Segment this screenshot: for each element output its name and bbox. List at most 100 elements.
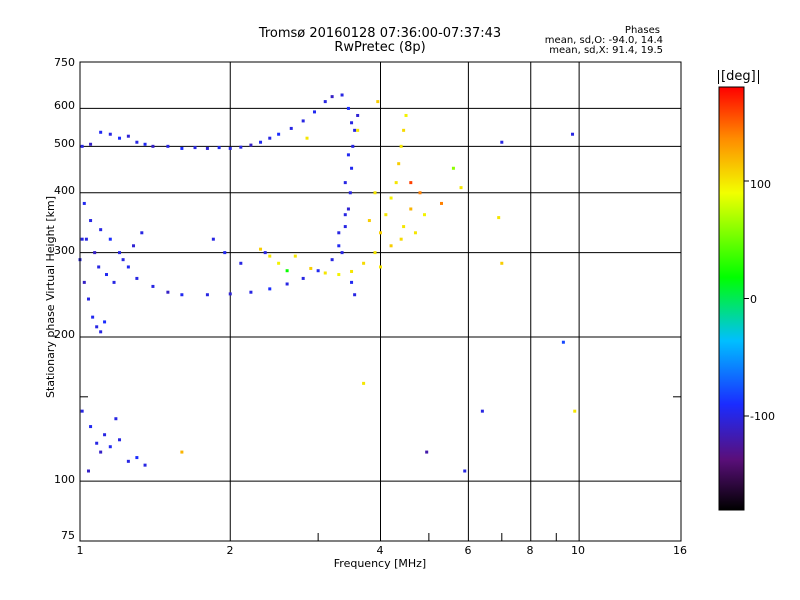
o-mode-echo-point	[80, 144, 84, 148]
o-mode-echo-point	[285, 282, 289, 286]
o-mode-echo-point	[103, 320, 107, 324]
x-tick-label: 6	[464, 544, 472, 557]
x-mode-echo-point	[451, 166, 455, 170]
chart-title: Tromsø 20160128 07:36:00-07:37:43	[258, 26, 502, 41]
o-mode-echo-point	[239, 145, 243, 149]
x-mode-echo-point	[497, 216, 501, 220]
o-mode-echo-point	[571, 132, 575, 136]
o-mode-echo-point	[82, 280, 86, 284]
o-mode-echo-point	[346, 207, 350, 211]
o-mode-echo-point	[118, 251, 122, 255]
o-mode-echo-point	[118, 438, 122, 442]
x-mode-echo-point	[268, 254, 272, 258]
x-mode-echo-point	[573, 409, 577, 413]
colorbar-unit: [deg]	[718, 70, 759, 84]
o-mode-echo-point	[151, 284, 155, 288]
o-mode-echo-point	[350, 121, 354, 125]
o-mode-echo-point	[108, 237, 112, 241]
o-mode-echo-point	[249, 290, 253, 294]
o-mode-echo-point	[180, 146, 184, 150]
o-mode-echo-point	[95, 441, 99, 445]
y-tick-label: 100	[54, 473, 75, 486]
x-mode-echo-point	[180, 450, 184, 454]
x-axis-label: Frequency [MHz]	[333, 557, 427, 570]
o-mode-echo-point	[166, 144, 170, 148]
colorbar-tick-label: 100	[750, 178, 771, 191]
y-tick-label: 750	[54, 56, 75, 69]
x-mode-echo-point	[397, 162, 401, 166]
x-mode-echo-point	[362, 261, 366, 265]
x-mode-echo-point	[409, 181, 413, 185]
plot-frame	[79, 61, 682, 542]
o-mode-echo-point	[277, 132, 281, 136]
x-mode-echo-point	[394, 181, 398, 185]
o-mode-echo-point	[126, 134, 130, 138]
x-mode-echo-point	[356, 128, 360, 132]
x-mode-echo-point	[379, 265, 382, 269]
x-mode-echo-point	[277, 261, 281, 265]
o-mode-echo-point	[97, 265, 101, 269]
o-mode-echo-point	[99, 228, 103, 232]
o-mode-echo-point	[346, 153, 350, 157]
o-mode-echo-point	[126, 265, 130, 269]
o-mode-echo-point	[104, 273, 108, 277]
o-mode-echo-point	[118, 136, 122, 140]
o-mode-echo-point	[337, 244, 341, 248]
o-mode-echo-point	[166, 290, 170, 294]
o-mode-echo-point	[112, 280, 116, 284]
x-mode-echo-point	[422, 213, 426, 217]
stats-x-mode: mean, sd,X: 91.4, 19.5	[549, 45, 663, 56]
x-tick-label: 8	[526, 544, 534, 557]
y-axis-label: Stationary phase Virtual Height [km]	[44, 195, 57, 398]
o-mode-echo-point	[343, 213, 347, 217]
o-mode-echo-point	[346, 106, 350, 110]
o-mode-echo-point	[108, 445, 112, 449]
x-mode-echo-point	[379, 231, 382, 235]
x-mode-echo-point	[389, 196, 393, 200]
o-mode-echo-point	[500, 140, 504, 144]
x-mode-echo-point	[402, 225, 406, 229]
o-mode-echo-point	[99, 130, 103, 134]
o-mode-echo-point	[108, 132, 112, 136]
o-mode-echo-point	[80, 237, 84, 241]
x-mode-echo-point	[440, 201, 444, 205]
x-mode-echo-point	[337, 273, 341, 277]
o-mode-echo-point	[135, 140, 139, 144]
x-mode-echo-point	[459, 186, 463, 190]
o-mode-echo-point	[263, 251, 267, 255]
o-mode-echo-point	[87, 469, 91, 473]
y-tick-label: 600	[54, 99, 75, 112]
x-tick-label: 1	[76, 544, 84, 557]
x-mode-echo-point	[350, 269, 354, 273]
o-mode-echo-point	[217, 146, 221, 150]
x-tick-label: 16	[673, 544, 687, 557]
stats-o-mode: mean, sd,O: -94.0, 14.4	[544, 35, 663, 46]
o-mode-echo-point	[84, 237, 88, 241]
o-mode-echo-point	[121, 258, 125, 262]
o-mode-echo-point	[103, 433, 107, 437]
o-mode-echo-point	[114, 417, 118, 421]
colorbar-tick-label: 0	[750, 293, 757, 306]
x-mode-echo-point	[373, 251, 377, 255]
o-mode-echo-point	[87, 297, 91, 301]
o-mode-echo-point	[425, 450, 429, 454]
x-mode-echo-point	[404, 113, 408, 117]
o-mode-echo-point	[151, 144, 155, 148]
x-mode-echo-point	[293, 254, 297, 258]
y-tick-label: 400	[54, 184, 75, 197]
colorbar-tick-label: -100	[750, 410, 775, 423]
o-mode-echo-point	[223, 251, 227, 255]
stats-heading: Phases	[624, 25, 660, 36]
o-mode-echo-point	[143, 463, 147, 467]
o-mode-echo-point	[356, 113, 360, 117]
o-mode-echo-point	[249, 143, 253, 147]
o-mode-echo-point	[80, 409, 84, 413]
o-mode-echo-point	[350, 166, 354, 170]
x-mode-echo-point	[376, 100, 380, 104]
y-tick-label: 200	[54, 328, 75, 341]
o-mode-echo-point	[95, 325, 99, 329]
o-mode-echo-point	[343, 181, 347, 185]
o-mode-echo-point	[91, 315, 95, 319]
x-tick-label: 10	[571, 544, 585, 557]
x-mode-echo-point	[418, 191, 422, 195]
